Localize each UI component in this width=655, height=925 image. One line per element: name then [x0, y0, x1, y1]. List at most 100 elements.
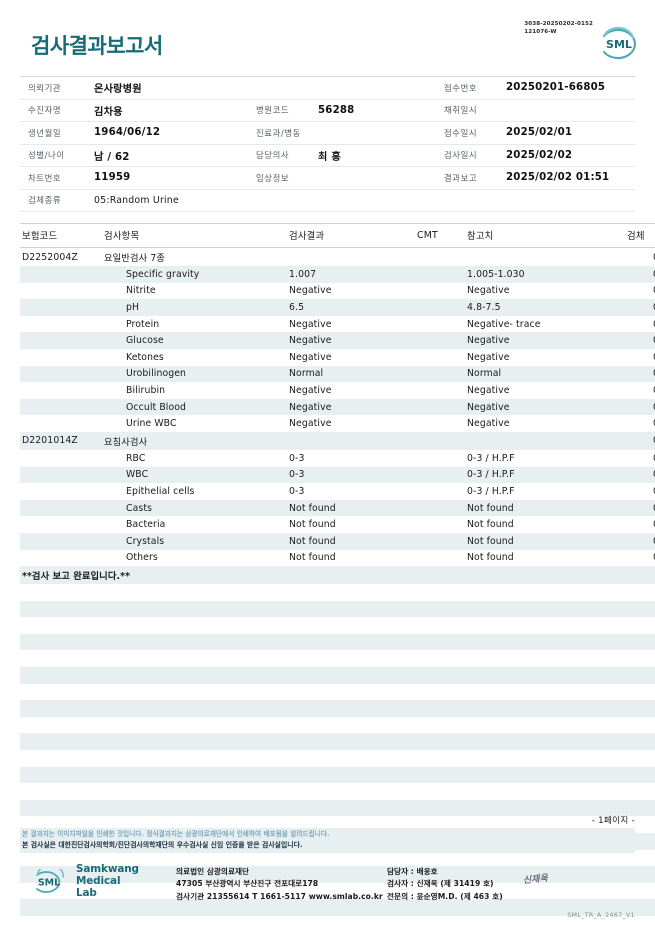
- info-field: 검체종류 05:Random Urine: [20, 194, 242, 206]
- cell-reference: Negative: [459, 332, 627, 349]
- info-label: 생년월일: [28, 127, 62, 138]
- cell-result: Normal: [289, 365, 417, 383]
- cell-reference: Not found: [459, 499, 627, 517]
- cell-blank: [20, 717, 655, 734]
- cell-reference: [459, 431, 627, 450]
- cell-result: Negative: [289, 398, 417, 416]
- cell-reference: Negative: [467, 351, 510, 363]
- info-field: 접수일시 2025/02/01: [422, 127, 635, 139]
- cell-code: D2201014Z: [20, 431, 104, 450]
- cell-code: [20, 415, 104, 432]
- info-label: 수진자명: [28, 105, 62, 116]
- cell-name: Casts: [104, 499, 289, 517]
- table-row: Urine WBC Negative Negative 05: [20, 415, 655, 432]
- barcode-code-secondary: 121076-W: [524, 29, 557, 36]
- document-id: SML_TR_A_2467_V1: [567, 912, 635, 919]
- disclaimer-line-2: 본 검사실은 대한진단검사의학회/진단검사의학재단의 우수검사실 신임 인증을 …: [22, 840, 303, 849]
- table-row: Bilirubin Negative Negative 05: [20, 382, 655, 399]
- company-name-line-1: Samkwang: [76, 863, 139, 876]
- completion-note: **검사 보고 완료입니다.**: [20, 566, 655, 585]
- cell-code: [20, 550, 104, 567]
- table-row: Epithelial cells 0-3 0-3 / H.P.F 05: [20, 483, 655, 500]
- table-row-blank: [20, 750, 655, 767]
- cell-reference: Not found: [467, 519, 514, 531]
- table-row-blank: [20, 584, 655, 601]
- cell-name: Others: [126, 552, 158, 564]
- cell-result: 1.007: [289, 266, 417, 283]
- cell-specimen: 05: [627, 332, 655, 349]
- cell-specimen: 05: [627, 382, 655, 399]
- cell-specimen: 05: [627, 415, 655, 432]
- cell-result: Not found: [289, 519, 336, 531]
- info-field: 채취일시: [422, 104, 635, 116]
- cell-cmt: [417, 382, 459, 399]
- info-field: 성별/나이 남 / 62: [20, 148, 242, 163]
- page-title: 검사결과보고서: [31, 34, 163, 58]
- cell-name: Ketones: [126, 351, 164, 363]
- table-row: UrobilinogenNormalNormal05: [20, 365, 655, 383]
- info-label: 접수일시: [444, 127, 478, 138]
- cell-specimen: 05: [627, 483, 655, 500]
- table-row: RBC 0-3 0-3 / H.P.F 05: [20, 450, 655, 467]
- cell-name: 요일반검사 7종: [104, 253, 165, 264]
- cell-specimen: 05: [627, 365, 655, 383]
- cell-specimen: 05: [627, 499, 655, 517]
- address-line-3: 검사기관 21355614 T 1661-5117 www.smlab.co.k…: [176, 891, 383, 901]
- cell-result: Negative: [289, 384, 332, 396]
- table-row: Bacteria Not found Not found 05: [20, 516, 655, 533]
- cell-name: Protein: [126, 318, 160, 330]
- col-header-cmt: CMT: [417, 223, 459, 248]
- cell-blank: [20, 667, 655, 684]
- table-row: Protein Negative Negative- trace 05: [20, 316, 655, 333]
- cell-blank: [20, 650, 655, 667]
- table-header-row: 보험코드 검사항목 검사결과 CMT 참고치 검체: [20, 223, 655, 248]
- info-row: 생년월일 1964/06/12 진료과/병동 접수일시 2025/02/01: [20, 122, 635, 145]
- info-label: 차트번호: [28, 172, 62, 183]
- cell-result: Not found: [289, 532, 417, 550]
- cell-name: Crystals: [104, 532, 289, 550]
- cell-reference: Negative: [467, 285, 510, 297]
- cell-blank: [20, 799, 655, 817]
- cell-code: [20, 499, 104, 517]
- cell-cmt: [417, 516, 459, 533]
- table-row-blank: [20, 899, 655, 916]
- cell-code: D2252004Z: [22, 251, 78, 263]
- cell-blank: [20, 783, 655, 800]
- table-row: Ketones Negative Negative 05: [20, 349, 655, 366]
- info-value: 56288: [318, 104, 355, 116]
- cell-code: [20, 382, 104, 399]
- info-field: 진료과/병동: [242, 127, 422, 139]
- info-value: 05:Random Urine: [94, 194, 179, 206]
- info-field: 수진자명 김차용: [20, 103, 242, 118]
- info-row: 성별/나이 남 / 62 담당의사 최 흥 검사일시 2025/02/02: [20, 145, 635, 167]
- cell-result: 0-3: [289, 452, 305, 464]
- page-number: - 1페이지 -: [591, 816, 635, 827]
- cell-name: 요침사검사: [104, 431, 289, 450]
- report-footer: - 1페이지 - 본 결과지는 이미지파일을 인쇄한 것입니다. 정식결과지는 …: [0, 814, 655, 925]
- patient-info-grid: 의뢰기관 온사랑병원 접수번호 20250201-66805 수진자명 김차용 병원코드 56…: [20, 76, 635, 212]
- cell-code: [20, 450, 104, 467]
- cell-cmt: [417, 266, 459, 283]
- cell-code: [20, 365, 104, 383]
- cell-blank: [20, 684, 655, 701]
- info-label: 진료과/병동: [256, 127, 301, 138]
- info-field: 병원코드 56288: [242, 104, 422, 116]
- info-row: 검체종류 05:Random Urine: [20, 190, 635, 212]
- report-header: 검사결과보고서 3038-20250202-0152 121076-W SML: [0, 0, 655, 76]
- cell-name: RBC: [126, 452, 146, 464]
- cell-name: Bacteria: [126, 519, 166, 531]
- cell-cmt: [417, 365, 459, 383]
- cell-reference: Not found: [467, 552, 514, 564]
- cell-cmt: [417, 316, 459, 333]
- info-field: 결과보고 2025/02/02 01:51: [422, 172, 635, 184]
- info-value: 2025/02/02: [506, 149, 573, 161]
- cell-cmt: [417, 299, 459, 316]
- table-row: Others Not found Not found 05: [20, 550, 655, 567]
- cell-result: Negative: [289, 318, 332, 330]
- cell-blank: [20, 700, 655, 717]
- table-row: GlucoseNegativeNegative05: [20, 332, 655, 349]
- table-row-blank: [20, 600, 655, 618]
- company-name-line-2: Medical Lab: [76, 875, 121, 900]
